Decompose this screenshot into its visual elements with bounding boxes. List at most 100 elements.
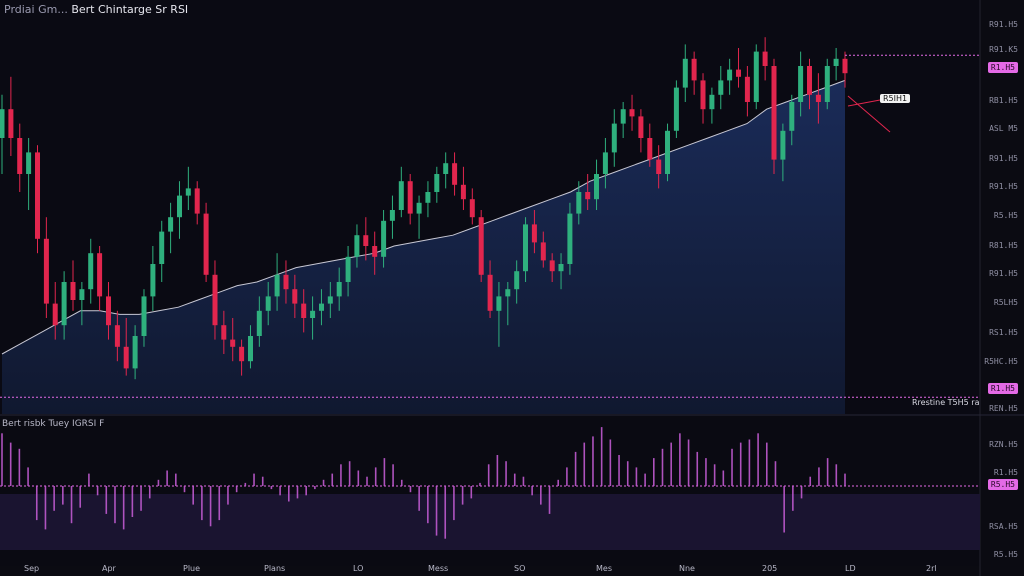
- rsi-y-tick: R1.H5: [993, 468, 1018, 477]
- candle-body: [585, 192, 591, 200]
- candle-body: [168, 217, 174, 232]
- candle-body: [762, 51, 768, 66]
- candle-body: [647, 138, 653, 160]
- candle-body: [558, 264, 564, 272]
- rsi-y-tick: RSA.H5: [989, 522, 1018, 531]
- candle-body: [239, 346, 245, 362]
- rsi-level-tag: R5.H5: [987, 479, 1018, 490]
- x-tick: Mess: [428, 564, 449, 573]
- candle-body: [416, 202, 422, 214]
- candle-body: [815, 94, 821, 102]
- y-tick: RS1.H5: [989, 328, 1018, 337]
- y-tick: R91.K5: [989, 45, 1018, 54]
- candle-body: [79, 289, 85, 300]
- candle-body: [780, 130, 786, 160]
- candle-body: [469, 199, 475, 218]
- candle-body: [17, 138, 23, 174]
- price-level-lower-tag: R1.H5: [987, 383, 1018, 394]
- candle-body: [798, 66, 804, 102]
- candle-body: [487, 274, 493, 311]
- candle-body: [540, 242, 546, 261]
- candle-body: [514, 271, 520, 290]
- candle-body: [159, 231, 165, 264]
- candle-body: [381, 220, 387, 257]
- candle-body: [638, 116, 644, 138]
- last-price-callout: R5IH1: [880, 94, 911, 103]
- candle-body: [265, 296, 271, 311]
- price-level-upper-tag: R1.H5: [987, 62, 1018, 73]
- candle-body: [301, 303, 307, 318]
- rsi-y-tick: RZN.H5: [989, 440, 1018, 449]
- y-tick: R5.H5: [993, 211, 1018, 220]
- x-tick: LO: [353, 564, 364, 573]
- candle-body: [327, 296, 333, 304]
- y-tick: R91.H5: [989, 269, 1018, 278]
- candle-body: [709, 94, 715, 110]
- candle-body: [727, 69, 733, 81]
- candle-body: [398, 181, 404, 210]
- candle-body: [434, 174, 440, 192]
- x-tick: 2rl: [926, 564, 937, 573]
- candle-body: [177, 195, 182, 218]
- candle-body: [319, 303, 324, 311]
- candle-body: [212, 274, 218, 326]
- candle-body: [35, 152, 40, 239]
- indicator-name: Bert Chintarge Sr RSI: [71, 3, 189, 16]
- y-tick: REN.H5: [989, 404, 1018, 413]
- candle-body: [620, 109, 626, 124]
- candle-body: [700, 80, 706, 110]
- candle-body: [70, 282, 76, 300]
- candle-body: [43, 238, 49, 304]
- ma-area-fill: [2, 80, 845, 415]
- x-tick: Nne: [679, 564, 695, 573]
- candle-body: [736, 69, 741, 77]
- candle-body: [771, 66, 777, 160]
- candle-body: [141, 296, 147, 336]
- candle-body: [26, 152, 32, 174]
- candle-body: [345, 256, 351, 282]
- candle-body: [531, 224, 537, 243]
- candle-body: [665, 130, 670, 174]
- candle-body: [478, 217, 484, 275]
- y-tick: R91.H5: [989, 154, 1018, 163]
- candle-body: [505, 289, 511, 297]
- candle-body: [310, 310, 316, 318]
- candle-body: [248, 336, 253, 362]
- candle-body: [443, 163, 449, 174]
- x-tick: Plans: [264, 564, 286, 573]
- candle-body: [0, 109, 5, 138]
- candle-body: [682, 58, 688, 88]
- x-tick: Plue: [183, 564, 201, 573]
- candle-body: [576, 192, 582, 214]
- candle-body: [611, 123, 617, 153]
- candle-body: [123, 346, 129, 369]
- candle-body: [789, 102, 795, 131]
- candle-body: [52, 303, 58, 326]
- candle-body: [673, 87, 679, 131]
- y-tick: R91.H5: [989, 182, 1018, 191]
- candle-body: [691, 58, 697, 81]
- candle-body: [336, 282, 342, 297]
- candle-body: [842, 58, 848, 74]
- candle-body: [106, 296, 111, 326]
- y-tick: R91.H5: [989, 20, 1018, 29]
- candle-body: [425, 192, 431, 203]
- y-tick: RB1.H5: [989, 96, 1018, 105]
- candle-body: [194, 188, 200, 214]
- candle-body: [61, 282, 67, 326]
- candle-body: [274, 274, 280, 297]
- candle-body: [221, 325, 227, 340]
- candle-body: [292, 289, 298, 304]
- candle-body: [114, 325, 120, 347]
- trend-arrow: [847, 95, 891, 133]
- candle-body: [372, 246, 378, 257]
- candle-body: [389, 210, 395, 221]
- candle-body: [523, 224, 528, 272]
- callout-arrow: [847, 99, 881, 107]
- x-tick: Apr: [102, 564, 116, 573]
- candle-body: [452, 163, 458, 185]
- candle-body: [460, 184, 466, 200]
- candle-body: [753, 51, 759, 102]
- candle-body: [594, 174, 599, 200]
